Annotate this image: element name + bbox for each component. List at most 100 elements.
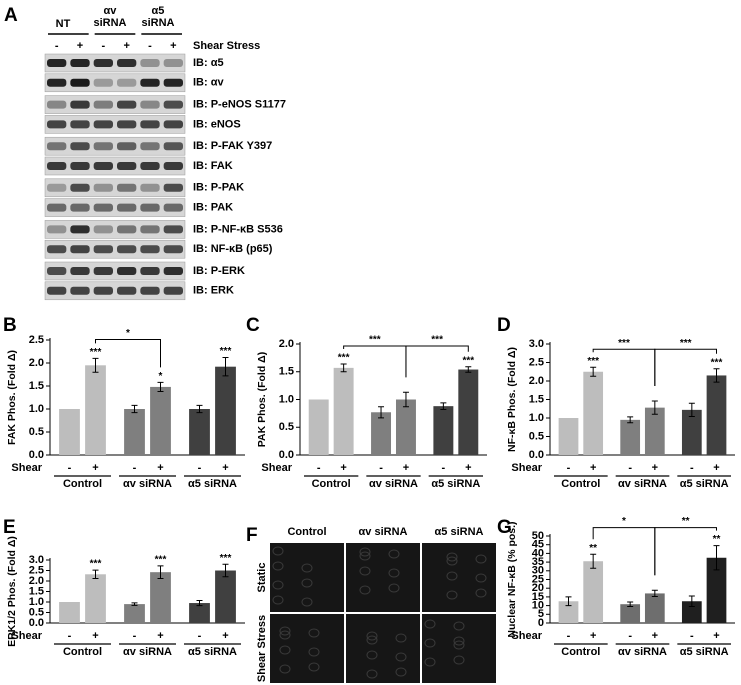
blot-band [117, 142, 137, 151]
error-bar [627, 416, 634, 424]
y-axis-label: Nuclear NF-κB (% pos.) [506, 521, 518, 637]
blot-band [70, 59, 90, 67]
blot-band [163, 203, 183, 212]
blot-band [163, 183, 183, 192]
bar [59, 409, 80, 455]
x-tick-label: + [340, 462, 346, 474]
cell [366, 650, 378, 660]
x-tick-label: + [590, 462, 596, 474]
blot-strip [44, 156, 186, 176]
blot-band [93, 78, 113, 87]
y-tick-label: 1.5 [529, 393, 544, 405]
blot-band [163, 225, 183, 234]
error-bar [590, 366, 597, 377]
cell [453, 621, 465, 631]
error-bar [565, 596, 572, 607]
blot-band [93, 245, 113, 254]
significance: *** [220, 553, 232, 564]
y-tick-label: 2.0 [279, 338, 294, 350]
blot-band [47, 267, 67, 275]
bar [681, 601, 702, 623]
significance: *** [90, 559, 102, 570]
y-tick-label: 30 [532, 565, 544, 577]
cell [279, 626, 291, 636]
blot-group-label: α5 siRNA [141, 5, 174, 29]
blot-band [70, 225, 90, 234]
blot-group-label: αv siRNA [93, 5, 126, 29]
y-tick-label: 2.5 [29, 564, 44, 576]
cell [446, 571, 458, 581]
blot-band [70, 203, 90, 212]
cell [308, 628, 320, 638]
y-tick-label: 1.0 [529, 412, 544, 424]
blot-row-label: IB: P-eNOS S1177 [193, 99, 286, 111]
blot-band [163, 245, 183, 254]
significance: *** [90, 347, 102, 358]
blot-band [117, 120, 137, 129]
column-label: Control [287, 526, 326, 538]
blot-band [93, 100, 113, 109]
lane-title: Shear Stress [193, 40, 260, 52]
bar [644, 407, 665, 455]
group-label: Control [561, 646, 600, 658]
bar [620, 419, 641, 455]
cell [395, 633, 407, 643]
bar [371, 412, 392, 455]
x-tick-label: - [442, 462, 446, 474]
error-bar [465, 366, 472, 373]
blot-band [93, 162, 113, 170]
column-label: α5 siRNA [435, 526, 484, 538]
lane-label: - [101, 40, 105, 52]
error-bar [402, 391, 409, 408]
blot-band [93, 59, 113, 67]
error-bar [222, 563, 229, 578]
x-tick-label: + [590, 630, 596, 642]
blot-strip [44, 115, 186, 134]
bar [458, 369, 479, 455]
bar [59, 602, 80, 623]
x-tick-label: + [465, 462, 471, 474]
cell [453, 636, 465, 646]
x-tick-label: + [652, 462, 658, 474]
group-label: αv siRNA [123, 646, 172, 658]
bar [620, 604, 641, 623]
x-tick-label: - [68, 462, 72, 474]
cell [301, 563, 313, 573]
y-tick-label: 25 [532, 573, 544, 585]
cell [395, 652, 407, 662]
blot-band [140, 120, 160, 129]
error-bar [157, 381, 164, 393]
significance: *** [711, 357, 723, 368]
lane-label: - [55, 40, 59, 52]
blot-strip [44, 261, 186, 281]
bar [558, 418, 579, 455]
bar [215, 570, 236, 623]
y-tick-label: 1.5 [29, 585, 44, 597]
y-tick-label: 10 [532, 600, 544, 612]
cell [388, 583, 400, 593]
y-tick-label: 2.0 [529, 375, 544, 387]
significance: *** [155, 555, 167, 566]
x-tick-label: - [133, 630, 137, 642]
cell [475, 588, 487, 598]
column-label: αv siRNA [359, 526, 408, 538]
group-label: Control [312, 478, 351, 490]
group-label: Control [561, 478, 600, 490]
cell [279, 645, 291, 655]
blot-band [163, 267, 183, 275]
y-tick-label: 0.0 [29, 617, 44, 629]
bar [558, 601, 579, 623]
blot-band [47, 183, 67, 192]
blot-row-label: IB: ERK [193, 285, 234, 297]
x-tick-label: - [379, 462, 383, 474]
group-label: α5 siRNA [680, 478, 729, 490]
blot-band [140, 225, 160, 234]
bar [644, 593, 665, 623]
cell [446, 556, 458, 566]
error-bar [688, 595, 695, 607]
blot-band [47, 100, 67, 109]
lane-label: - [148, 40, 152, 52]
blot-row-label: IB: P-ERK [193, 265, 245, 277]
x-tick-label: + [652, 630, 658, 642]
blot-row-label: IB: FAK [193, 160, 233, 172]
